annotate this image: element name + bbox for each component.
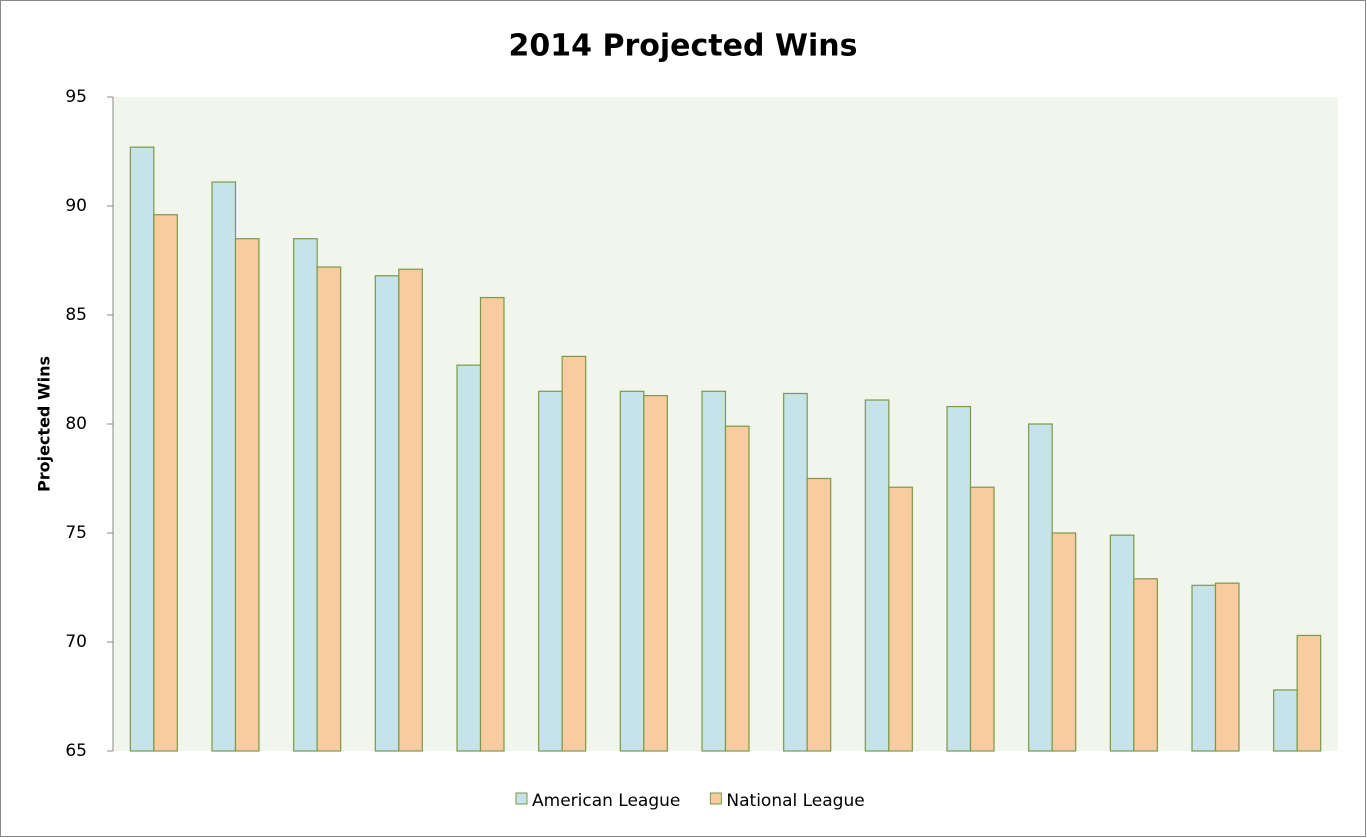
chart-title: 2014 Projected Wins [509, 29, 858, 64]
bar [724, 425, 750, 752]
bar [129, 146, 155, 752]
bar [1133, 578, 1158, 752]
y-tick-label: 95 [65, 87, 87, 107]
bar [946, 405, 972, 752]
bar [1296, 634, 1322, 752]
y-axis-title: Projected Wins [35, 356, 54, 492]
bar [398, 268, 423, 752]
bar [619, 390, 645, 752]
bar [374, 275, 400, 752]
bar [969, 486, 995, 752]
bar [806, 477, 832, 752]
legend-label: National League [726, 791, 864, 811]
bar [234, 238, 260, 752]
y-tick-label: 75 [65, 523, 87, 543]
bar [888, 486, 913, 752]
bar [316, 266, 342, 752]
y-tick-label: 65 [65, 741, 87, 761]
legend-label: American League [532, 791, 680, 811]
bar [153, 214, 178, 752]
bar [783, 392, 808, 752]
y-tick-label: 70 [65, 632, 87, 652]
bar [1028, 423, 1053, 752]
bar [864, 399, 890, 752]
bar [1214, 582, 1240, 752]
bar [1191, 584, 1217, 752]
bar [561, 355, 587, 752]
y-tick-label: 80 [65, 414, 87, 434]
bar [1273, 689, 1298, 752]
y-tick-label: 90 [65, 196, 87, 216]
legend-swatch [709, 792, 722, 805]
bar [479, 296, 505, 752]
bar [538, 390, 563, 752]
legend-swatch [515, 792, 528, 805]
bar [293, 238, 318, 752]
bar [701, 390, 727, 752]
bar [456, 364, 482, 752]
bar [211, 181, 237, 752]
bar [1051, 532, 1077, 752]
y-tick-label: 85 [65, 305, 87, 325]
bar [643, 395, 668, 752]
bar [1109, 534, 1135, 752]
